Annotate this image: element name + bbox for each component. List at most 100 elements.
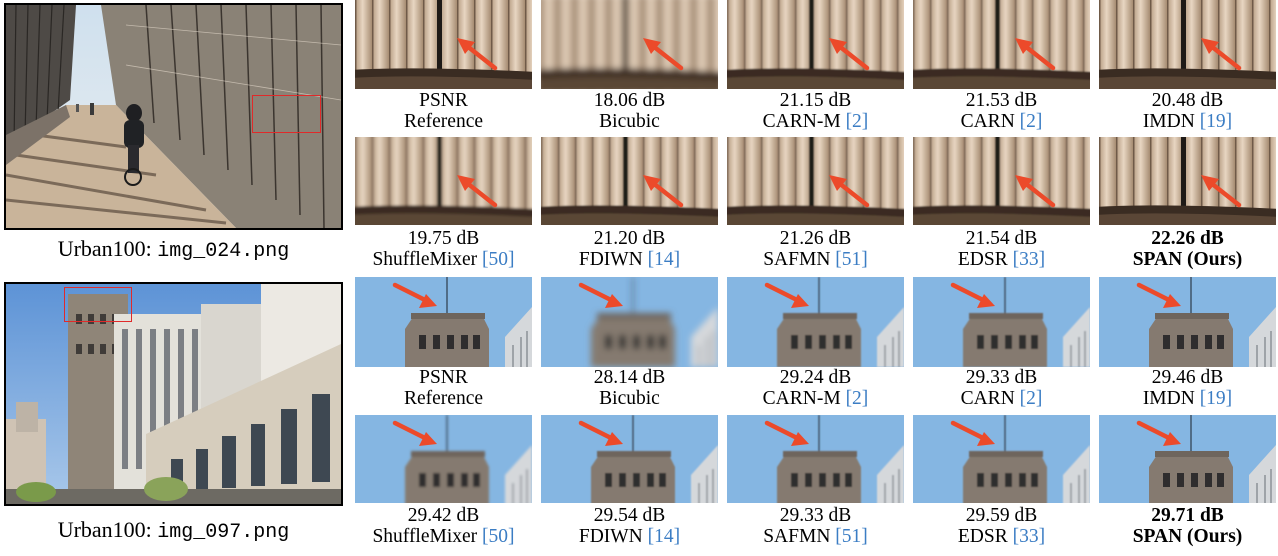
psnr-value: 21.53 dB	[965, 90, 1038, 111]
crop-caption: 28.14 dB Bicubic	[541, 367, 718, 409]
pointer-arrow-icon	[457, 175, 498, 208]
citation-link[interactable]: [2]	[1019, 388, 1043, 409]
psnr-value: 29.54 dB	[593, 505, 666, 526]
pointer-arrow-icon	[950, 420, 995, 446]
crop-caption: 21.15 dB CARN-M [2]	[727, 90, 904, 132]
method-name: Bicubic	[599, 388, 660, 409]
crop-image	[355, 137, 532, 225]
crop-image	[913, 415, 1090, 503]
citation-link[interactable]: [14]	[647, 249, 681, 270]
crop-image	[1099, 277, 1276, 367]
psnr-value: 20.48 dB	[1151, 90, 1224, 111]
pointer-arrow-icon	[1201, 175, 1242, 208]
source-image-bridge	[4, 3, 343, 230]
method-name: SAFMN [51]	[763, 249, 868, 270]
crop-caption: 21.54 dB EDSR [33]	[913, 228, 1090, 270]
pointer-arrow-icon	[457, 38, 498, 71]
pointer-arrow-icon	[1201, 38, 1242, 71]
psnr-value: 29.24 dB	[779, 367, 852, 388]
method-name: CARN-M [2]	[762, 388, 869, 409]
method-name: CARN [2]	[960, 111, 1043, 132]
roi-box	[64, 287, 132, 322]
psnr-value: 29.33 dB	[779, 505, 852, 526]
citation-link[interactable]: [33]	[1012, 526, 1046, 547]
crop-image	[355, 415, 532, 503]
psnr-value: 21.54 dB	[965, 228, 1038, 249]
crop-image	[541, 415, 718, 503]
crop-caption: PSNR Reference	[355, 90, 532, 132]
crop-image	[1099, 137, 1276, 225]
crop-image	[355, 277, 532, 367]
crop-image	[913, 277, 1090, 367]
crop-image	[727, 415, 904, 503]
source-caption-2: Urban100: img_097.png	[57, 517, 290, 544]
crop-caption: 29.33 dB CARN [2]	[913, 367, 1090, 409]
pointer-arrow-icon	[578, 420, 623, 446]
method-name: ShuffleMixer [50]	[372, 249, 515, 270]
pointer-arrow-icon	[1136, 282, 1181, 308]
citation-link[interactable]: [14]	[647, 526, 681, 547]
psnr-value: 29.59 dB	[965, 505, 1038, 526]
crop-image	[727, 137, 904, 225]
citation-link[interactable]: [2]	[845, 388, 869, 409]
citation-link[interactable]: [2]	[845, 111, 869, 132]
pointer-arrow-icon	[1015, 38, 1056, 71]
method-name: EDSR [33]	[957, 526, 1046, 547]
method-name: CARN [2]	[960, 388, 1043, 409]
citation-link[interactable]: [19]	[1199, 388, 1233, 409]
pointer-arrow-icon	[764, 420, 809, 446]
citation-link[interactable]: [50]	[482, 249, 515, 270]
pointer-arrow-icon	[829, 38, 870, 71]
pointer-arrow-icon	[1136, 420, 1181, 446]
crop-caption: 29.59 dB EDSR [33]	[913, 505, 1090, 547]
citation-link[interactable]: [2]	[1019, 111, 1043, 132]
crop-image	[913, 0, 1090, 89]
pointer-arrow-icon	[764, 282, 809, 308]
crop-caption: 21.26 dB SAFMN [51]	[727, 228, 904, 270]
pointer-arrow-icon	[1015, 175, 1056, 208]
method-name: Reference	[403, 388, 484, 409]
citation-link[interactable]: [51]	[835, 249, 868, 270]
crop-caption: 29.46 dB IMDN [19]	[1099, 367, 1276, 409]
method-name: SAFMN [51]	[763, 526, 868, 547]
pointer-arrow-icon	[643, 38, 684, 71]
crop-caption: 21.53 dB CARN [2]	[913, 90, 1090, 132]
method-name: IMDN [19]	[1142, 111, 1233, 132]
psnr-value: 29.33 dB	[965, 367, 1038, 388]
method-name: FDIWN [14]	[578, 526, 681, 547]
pointer-arrow-icon	[392, 420, 437, 446]
psnr-value: 29.46 dB	[1151, 367, 1224, 388]
psnr-value: 28.14 dB	[593, 367, 666, 388]
crop-image	[727, 0, 904, 89]
pointer-arrow-icon	[829, 175, 870, 208]
pointer-arrow-icon	[578, 282, 623, 308]
method-name: SPAN (Ours)	[1132, 249, 1243, 270]
method-name: SPAN (Ours)	[1132, 526, 1243, 547]
crop-caption: 29.24 dB CARN-M [2]	[727, 367, 904, 409]
pointer-arrow-icon	[950, 282, 995, 308]
crop-caption: 21.20 dB FDIWN [14]	[541, 228, 718, 270]
citation-link[interactable]: [33]	[1012, 249, 1046, 270]
psnr-value: 22.26 dB	[1151, 228, 1224, 249]
psnr-value: 19.75 dB	[407, 228, 480, 249]
crop-caption: 22.26 dB SPAN (Ours)	[1099, 228, 1276, 270]
citation-link[interactable]: [51]	[835, 526, 868, 547]
method-name: CARN-M [2]	[762, 111, 869, 132]
citation-link[interactable]: [19]	[1199, 111, 1233, 132]
roi-box	[252, 95, 321, 133]
crop-caption: 19.75 dB ShuffleMixer [50]	[355, 228, 532, 270]
crop-image	[1099, 415, 1276, 503]
psnr-value: 21.15 dB	[779, 90, 852, 111]
psnr-value: 29.71 dB	[1151, 505, 1224, 526]
crop-caption: 29.54 dB FDIWN [14]	[541, 505, 718, 547]
crop-caption: 29.42 dB ShuffleMixer [50]	[355, 505, 532, 547]
crop-caption: 18.06 dB Bicubic	[541, 90, 718, 132]
method-name: Reference	[403, 111, 484, 132]
method-name: Bicubic	[599, 111, 660, 132]
pointer-arrow-icon	[643, 175, 684, 208]
psnr-value: 18.06 dB	[593, 90, 666, 111]
psnr-value: 29.42 dB	[407, 505, 480, 526]
source-caption-1: Urban100: img_024.png	[57, 236, 290, 263]
citation-link[interactable]: [50]	[482, 526, 515, 547]
pointer-arrow-icon	[392, 282, 437, 308]
